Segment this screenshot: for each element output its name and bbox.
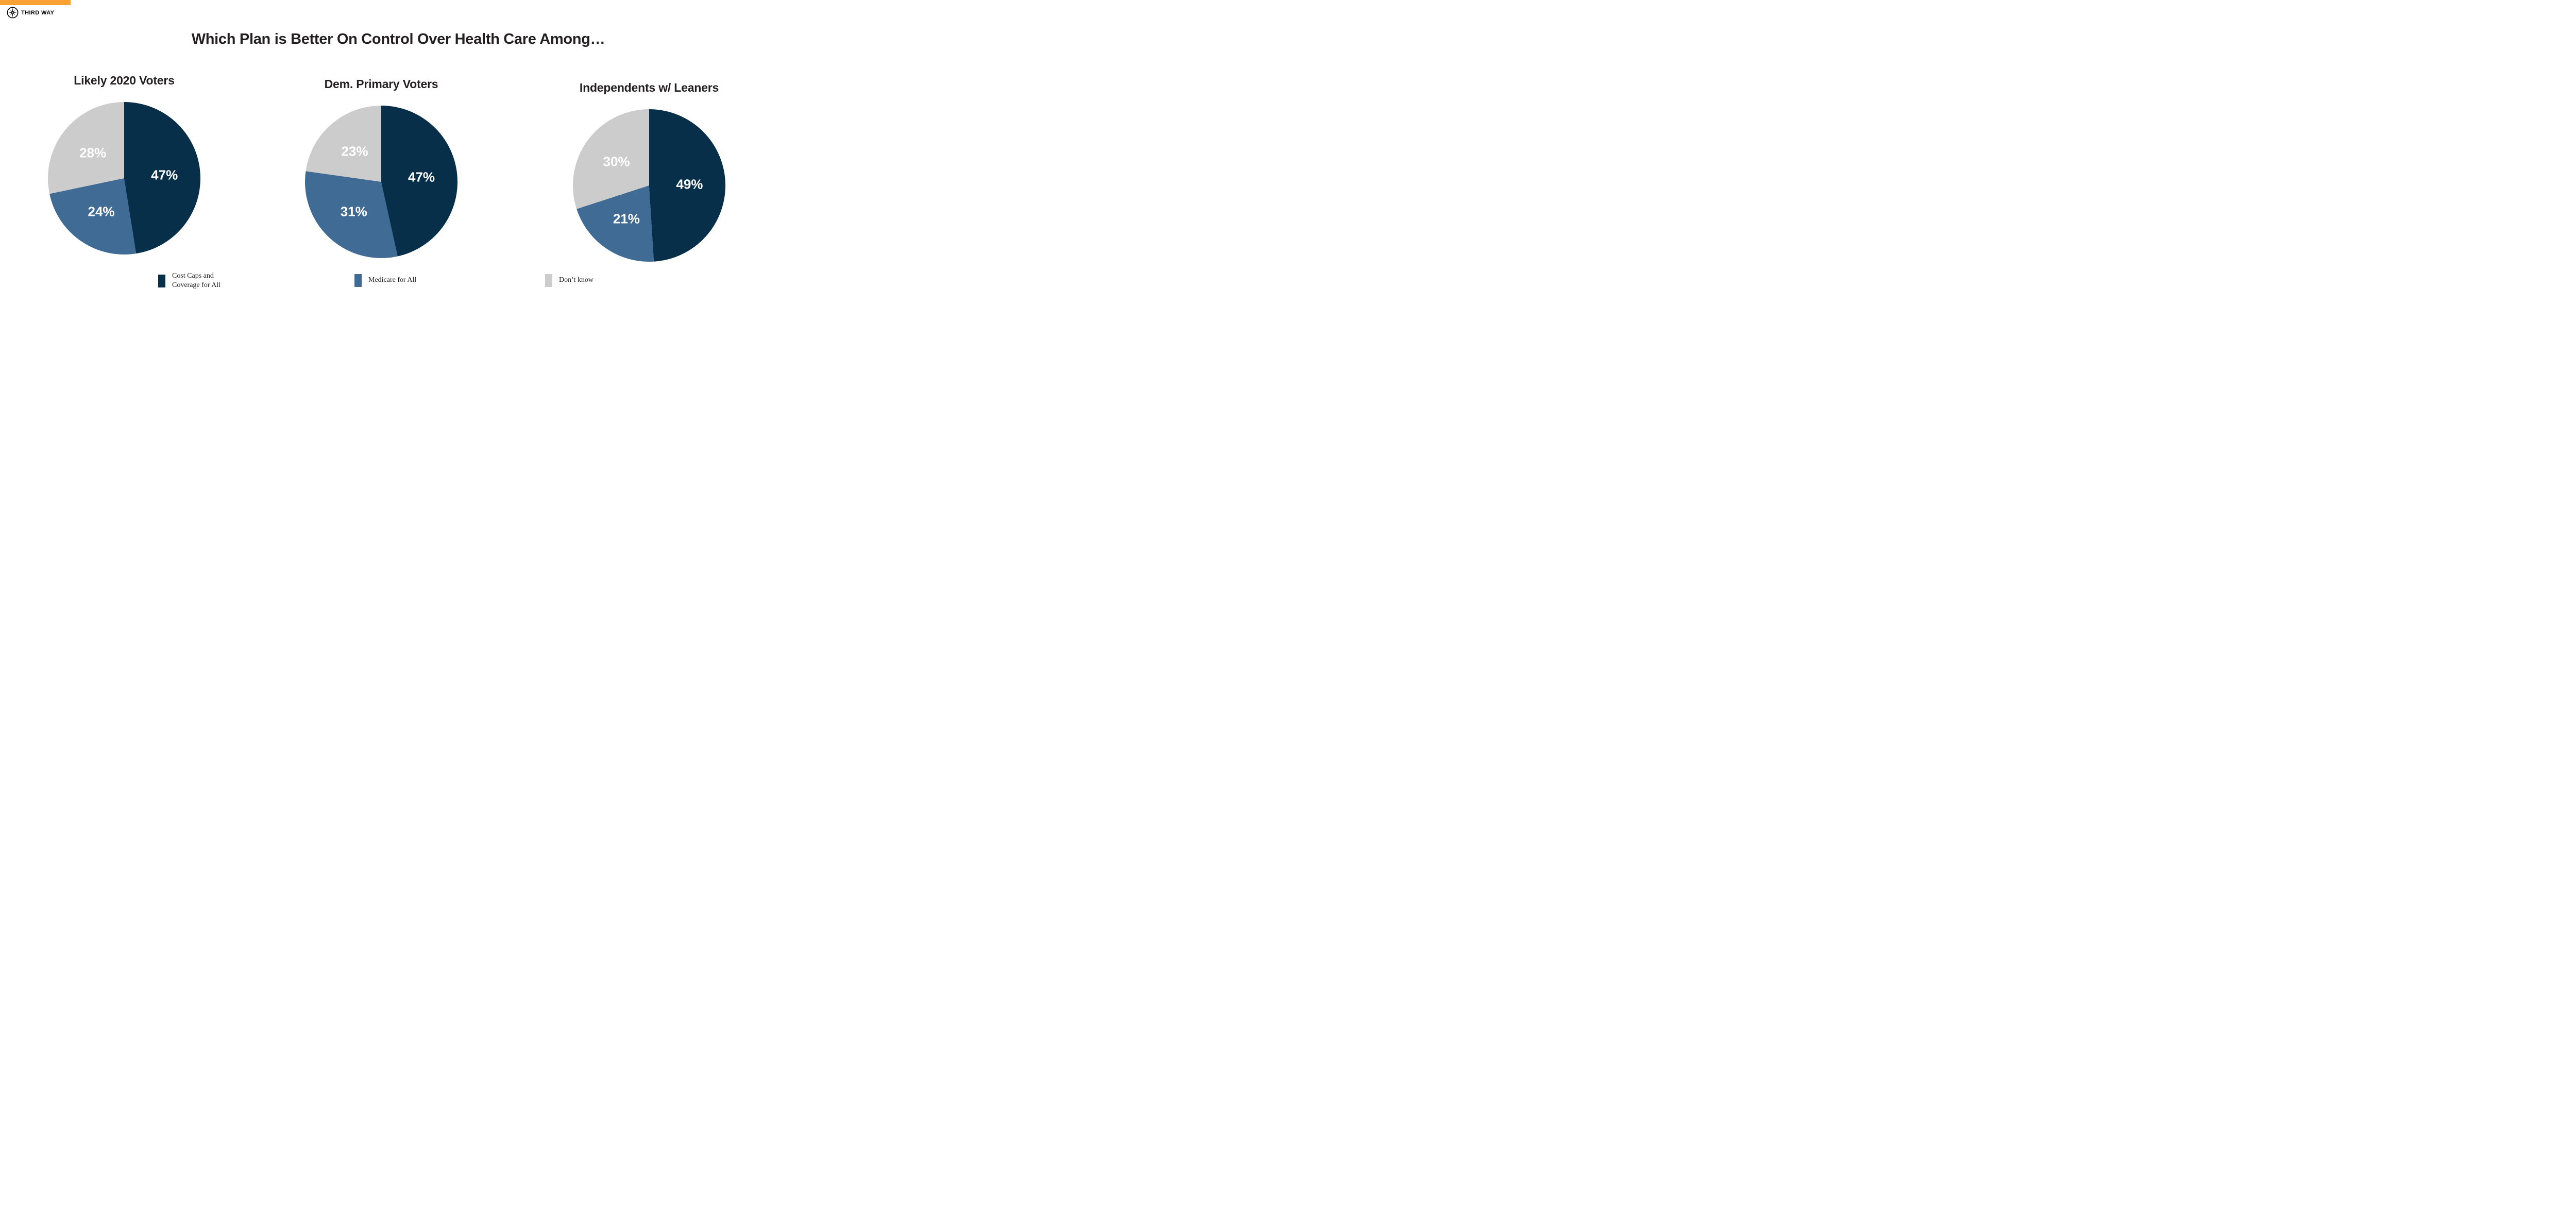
logo-text: THIRD WAY	[21, 9, 55, 16]
pie-percent-label: 28%	[79, 145, 107, 161]
infographic-page: THIRD WAY Which Plan is Better On Contro…	[0, 0, 773, 306]
legend-swatch-navy	[158, 274, 165, 287]
pie-chart: 49% 21% 30%	[573, 109, 725, 262]
pie-percent-label: 30%	[603, 154, 630, 169]
legend-label: Cost Caps and Coverage for All	[172, 272, 221, 290]
legend-label: Don’t know	[559, 276, 594, 284]
chart-title: Independents w/ Leaners	[579, 81, 719, 94]
legend-item-dont-know: Don’t know	[545, 274, 594, 287]
chart-likely-2020-voters: Likely 2020 Voters 47% 24% 28%	[48, 74, 200, 254]
compass-icon	[7, 7, 19, 19]
pie-percent-label: 31%	[340, 203, 367, 219]
chart-dem-primary-voters: Dem. Primary Voters 47% 31% 23%	[305, 77, 457, 258]
pie-percent-label: 47%	[151, 167, 178, 183]
pie-percent-label: 24%	[88, 203, 115, 219]
chart-independents-w-leaners: Independents w/ Leaners 49% 21% 30%	[573, 81, 725, 262]
legend-swatch-gray	[545, 274, 552, 287]
legend-swatch-blue	[354, 274, 362, 287]
legend-label: Medicare for All	[368, 276, 417, 284]
pie-chart: 47% 24% 28%	[48, 102, 200, 254]
pie-chart: 47% 31% 23%	[305, 106, 457, 258]
third-way-logo: THIRD WAY	[7, 7, 54, 19]
legend-item-cost-caps: Cost Caps and Coverage for All	[158, 271, 221, 290]
chart-title: Dem. Primary Voters	[324, 77, 438, 91]
chart-title: Likely 2020 Voters	[74, 74, 175, 87]
page-title: Which Plan is Better On Control Over Hea…	[191, 31, 605, 48]
pie-percent-label: 49%	[676, 176, 703, 192]
legend-item-medicare-for-all: Medicare for All	[354, 274, 416, 287]
pie-percent-label: 23%	[341, 143, 368, 159]
pie-percent-label: 47%	[408, 169, 435, 185]
pie-percent-label: 21%	[613, 211, 640, 227]
orange-accent-bar	[0, 0, 71, 5]
